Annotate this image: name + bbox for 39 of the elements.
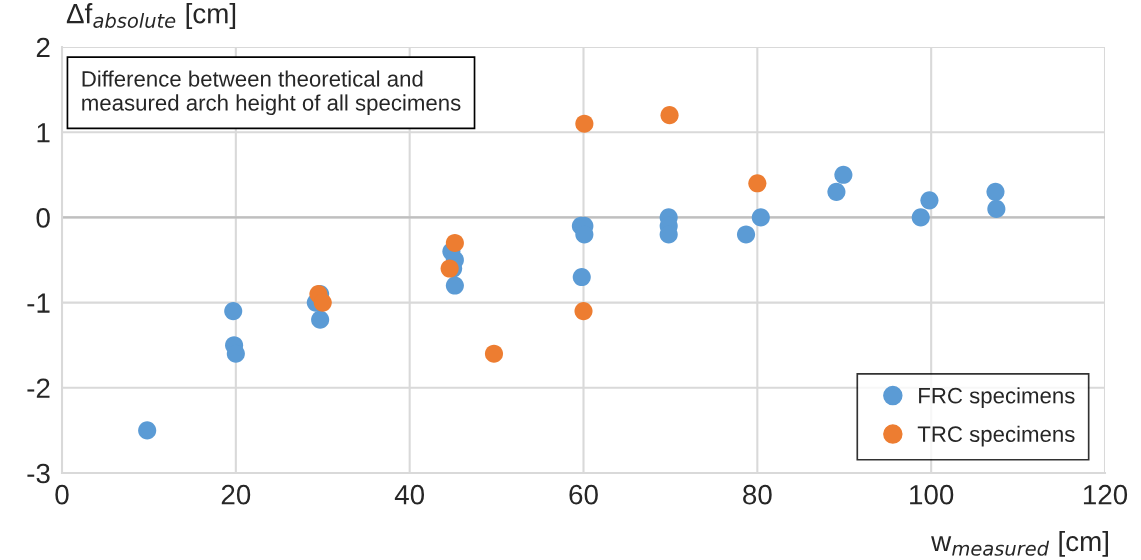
point bbox=[986, 182, 1005, 201]
x-tick-label: 80 bbox=[743, 484, 772, 505]
y-tick-label: -2 bbox=[27, 378, 50, 398]
point bbox=[445, 276, 464, 295]
point bbox=[224, 302, 243, 321]
x-tick-label: 60 bbox=[569, 484, 598, 505]
point bbox=[445, 233, 464, 253]
x-axis-title: w$_{measured}$ [cm] bbox=[931, 530, 1108, 557]
y-tick-label: 0 bbox=[36, 208, 50, 228]
y-tick-label: 1 bbox=[37, 123, 50, 143]
point bbox=[660, 106, 679, 125]
point bbox=[920, 191, 939, 210]
point bbox=[313, 293, 332, 312]
y-axis-title: Δf$_{absolute}$ [cm] bbox=[66, 3, 236, 29]
point bbox=[827, 182, 846, 201]
y-tick-label: -3 bbox=[27, 463, 50, 484]
point bbox=[736, 225, 756, 244]
point bbox=[572, 267, 591, 287]
x-tick-label: 20 bbox=[221, 484, 251, 505]
annotation: Difference between theoretical and measured arch height of all specimens bbox=[82, 70, 461, 116]
point bbox=[574, 302, 593, 321]
point bbox=[911, 208, 930, 227]
point bbox=[440, 259, 459, 278]
x-tick-label: 0 bbox=[55, 484, 69, 505]
legend-label: TRC specimens bbox=[917, 425, 1075, 447]
point bbox=[311, 310, 330, 329]
point bbox=[751, 208, 770, 227]
x-tick-label: 120 bbox=[1083, 484, 1128, 505]
point bbox=[138, 421, 157, 440]
legend-label: FRC specimens bbox=[919, 387, 1075, 408]
point bbox=[748, 174, 767, 193]
y-tick-label: 2 bbox=[36, 37, 50, 58]
x-tick-label: 100 bbox=[910, 484, 954, 505]
x-tick-label: 40 bbox=[394, 484, 425, 505]
point bbox=[484, 344, 504, 363]
point bbox=[987, 199, 1006, 218]
point bbox=[834, 165, 853, 184]
y-tick-label: -1 bbox=[27, 293, 50, 313]
point bbox=[575, 114, 594, 133]
